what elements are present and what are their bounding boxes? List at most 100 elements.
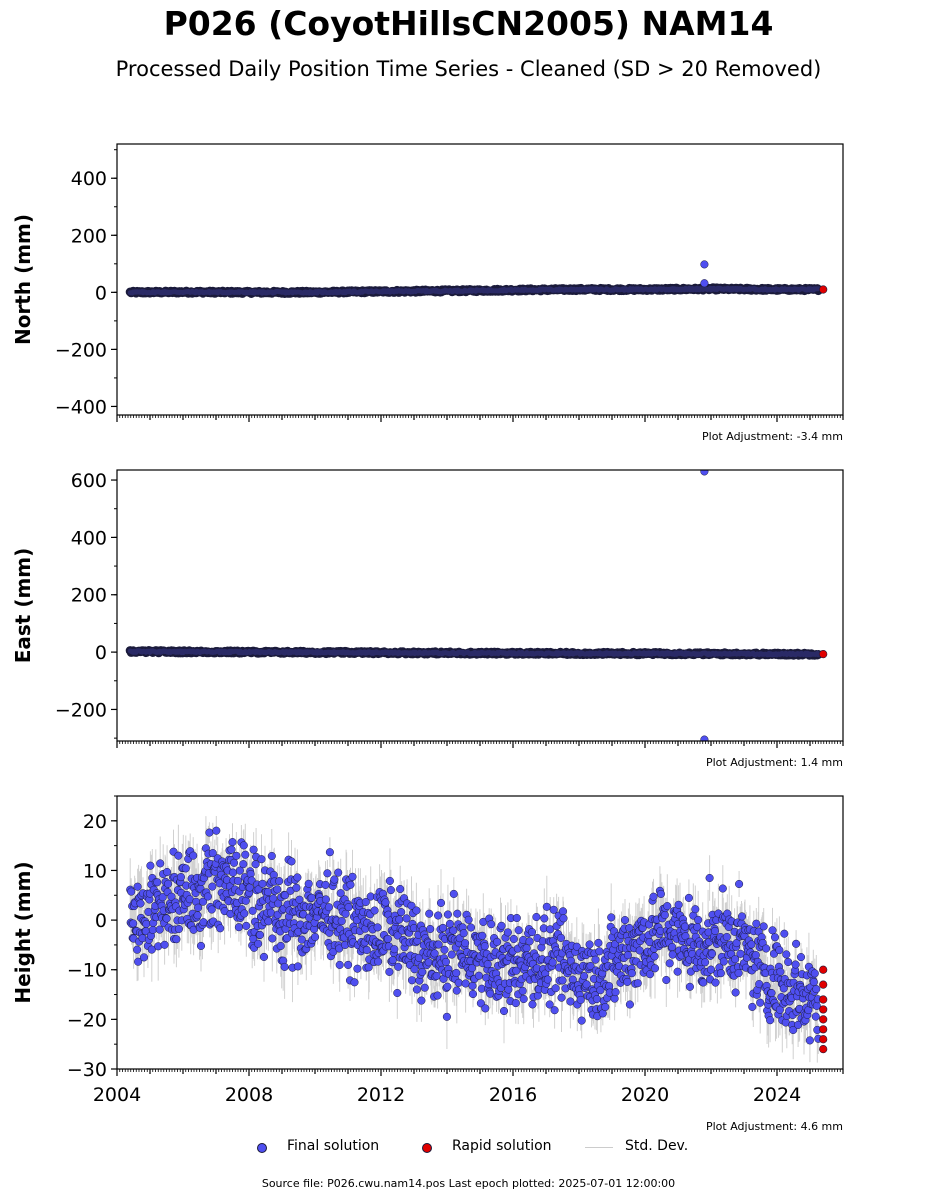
height-final-point [254,939,263,948]
height-final-point [556,933,566,942]
height-final-point [425,909,434,918]
height-final-point [445,919,454,928]
height-final-point [623,977,632,986]
east-frame [116,469,844,742]
height-final-point [283,934,292,943]
height-final-point [208,849,217,858]
height-xtick-label: 2020 [621,1084,669,1106]
height-final-point [264,917,273,926]
height-final-point [232,851,241,860]
height-final-point [442,1012,451,1021]
height-final-point [385,876,394,885]
height-final-point [461,939,470,948]
height-final-point [245,883,254,892]
height-final-point [503,928,512,937]
height-final-point [434,940,443,949]
height-final-point [394,962,403,971]
height-final-point [459,929,468,938]
height-final-point [311,932,320,942]
legend-std-label: Std. Dev. [625,1138,689,1154]
height-final-point [176,873,185,882]
north-ytick-label: 200 [71,225,107,247]
north-rapid-point [819,285,828,294]
height-final-point [650,964,660,973]
height-final-point [734,969,743,978]
height-rapid-point [819,1025,828,1034]
height-rapid-point [819,1035,828,1044]
height-final-point [558,976,567,985]
height-final-point [582,980,591,989]
height-final-point [767,988,776,998]
height-final-point [385,967,394,976]
height-final-point [133,945,142,954]
height-data-group [126,816,828,1063]
height-final-point [711,978,720,987]
height-final-point [768,926,777,935]
height-final-point [663,902,672,911]
height-final-point [424,958,433,967]
height-ylabel: Height (mm) [11,861,35,1003]
height-final-point [383,934,392,943]
height-final-point [240,909,249,918]
height-final-point [572,942,581,951]
height-final-point [386,886,395,895]
height-final-point [511,999,520,1008]
height-final-point [390,945,399,954]
source-note: Source file: P026.cwu.nam14.pos Last epo… [261,1177,676,1190]
height-final-point [181,864,190,873]
height-final-point [559,914,568,923]
height-final-point [735,879,744,889]
height-final-point [685,982,694,991]
height-final-point [417,996,426,1005]
height-final-point [483,960,492,969]
east-rapid-point [819,650,828,659]
north-outlier-point [700,260,709,269]
height-final-point [623,951,632,960]
north-ytick-label: 400 [71,168,107,190]
height-final-point [241,850,250,859]
height-final-point [542,902,551,911]
height-final-point [174,924,183,934]
height-xtick-label: 2024 [753,1084,801,1106]
height-final-point [812,985,821,994]
height-final-point [412,985,421,994]
height-final-point [528,1000,537,1009]
height-final-point [239,841,248,850]
height-xtick-label: 2004 [93,1084,141,1106]
north-ytick-label: −400 [55,396,107,418]
height-final-point [731,988,740,997]
height-final-point [255,930,265,939]
height-final-point [558,907,568,916]
height-final-point [344,960,353,969]
height-final-point [361,897,370,907]
height-final-point [467,964,477,973]
height-final-point [129,919,138,928]
height-final-point [418,967,427,977]
east-ytick-label: 0 [95,642,107,664]
east-outlier-point [700,470,709,476]
height-final-point [548,958,557,967]
height-final-point [346,880,355,889]
legend-rapid-marker [422,1143,432,1153]
height-final-point [370,906,379,915]
height-final-point [127,887,136,896]
height-final-point [752,919,761,928]
height-final-point [585,940,594,949]
height-xtick-label: 2012 [357,1084,405,1106]
height-final-point [635,946,644,955]
height-final-point [449,926,458,935]
height-final-point [499,1006,509,1016]
height-final-point [325,848,334,857]
height-xtick-label: 2016 [489,1084,537,1106]
legend-final-label: Final solution [287,1138,380,1154]
height-final-point [668,942,677,952]
height-final-point [397,908,406,917]
height-final-point [239,860,248,869]
height-final-point [430,949,439,958]
height-final-point [335,960,344,969]
height-final-point [454,978,463,987]
height-final-point [519,994,528,1004]
height-final-point [776,967,785,976]
height-final-point [731,955,740,964]
height-final-point [811,1012,820,1021]
